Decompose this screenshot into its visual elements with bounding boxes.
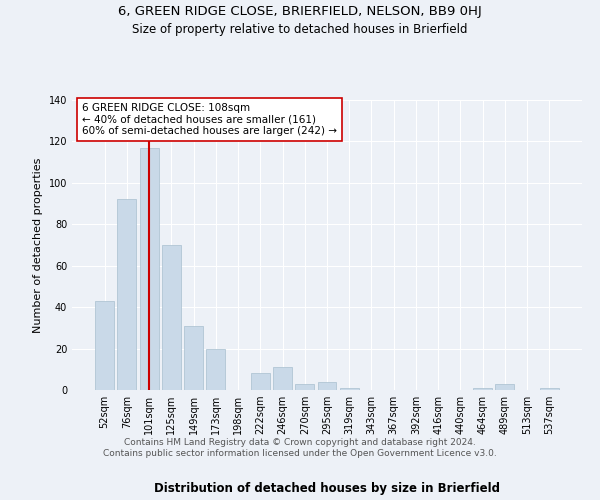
Text: 6, GREEN RIDGE CLOSE, BRIERFIELD, NELSON, BB9 0HJ: 6, GREEN RIDGE CLOSE, BRIERFIELD, NELSON… bbox=[118, 5, 482, 18]
Bar bbox=[540, 388, 559, 390]
Bar bbox=[140, 148, 158, 390]
Bar bbox=[295, 384, 314, 390]
Bar bbox=[496, 384, 514, 390]
Text: Distribution of detached houses by size in Brierfield: Distribution of detached houses by size … bbox=[154, 482, 500, 495]
Bar bbox=[206, 348, 225, 390]
Text: Contains HM Land Registry data © Crown copyright and database right 2024.
Contai: Contains HM Land Registry data © Crown c… bbox=[103, 438, 497, 458]
Text: 6 GREEN RIDGE CLOSE: 108sqm
← 40% of detached houses are smaller (161)
60% of se: 6 GREEN RIDGE CLOSE: 108sqm ← 40% of det… bbox=[82, 103, 337, 136]
Bar bbox=[162, 245, 181, 390]
Bar bbox=[273, 367, 292, 390]
Y-axis label: Number of detached properties: Number of detached properties bbox=[33, 158, 43, 332]
Bar bbox=[473, 388, 492, 390]
Bar bbox=[340, 388, 359, 390]
Bar bbox=[251, 374, 270, 390]
Bar bbox=[118, 200, 136, 390]
Text: Size of property relative to detached houses in Brierfield: Size of property relative to detached ho… bbox=[132, 22, 468, 36]
Bar bbox=[184, 326, 203, 390]
Bar bbox=[95, 301, 114, 390]
Bar bbox=[317, 382, 337, 390]
